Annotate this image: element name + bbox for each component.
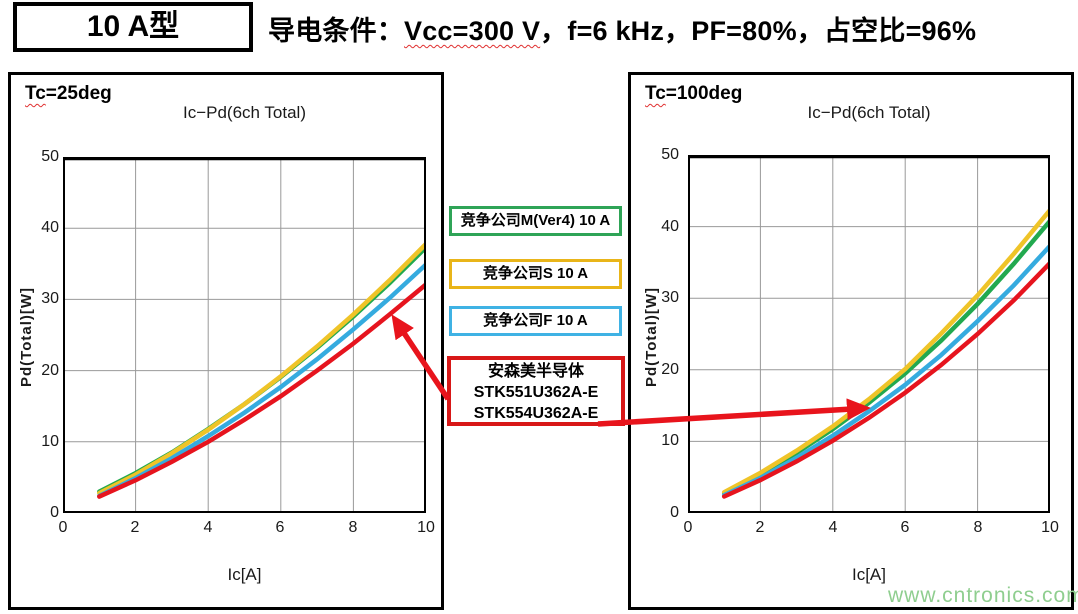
x-tick-label: 4 [828,519,838,536]
x-tick-label: 2 [755,519,765,536]
y-axis-label-right: Pd(Total)[W] [643,286,660,388]
x-tick-label: 4 [203,519,213,536]
y-tick-label: 0 [50,504,59,521]
y-tick-label: 30 [661,289,679,306]
y-tick-label: 10 [41,433,59,450]
tc100-label-rest: =100deg [665,83,743,104]
tc100-label: Tc=100deg [645,83,742,105]
device-type-label: 10 A型 [86,10,180,43]
x-tick-label: 2 [130,519,140,536]
x-tick-label: 0 [683,519,693,536]
plot-area-tc100 [688,155,1050,513]
chart-title-left: Ic−Pd(6ch Total) [182,103,306,122]
plot-area-tc25 [63,157,426,513]
x-tick-label: 6 [275,519,285,536]
y-tick-label: 50 [661,146,679,163]
y-axis-label-left: Pd(Total)[W] [18,286,35,388]
y-tick-label: 40 [41,219,59,236]
legend-competitor-m: 竞争公司M(Ver4) 10 A [449,206,622,236]
x-tick-label: 8 [348,519,358,536]
legend-onsemi: 安森美半导体 STK551U362A-E STK554U362A-E [447,356,625,426]
chart-panel-tc25: Tc=25deg Ic−Pd(6ch Total) Pd(Total)[W] 5… [8,72,444,610]
legend-onsemi-part2: STK554U362A-E [473,405,599,422]
tc25-label-rest: =25deg [45,83,112,104]
x-tick-label: 8 [973,519,983,536]
condition-rest: ，f=6 kHz，PF=80%，占空比=96% [540,16,977,46]
chart-title-right: Ic−Pd(6ch Total) [807,103,931,122]
condition-prefix: 导电条件： [268,16,404,46]
legend-competitor-m-label: 竞争公司M(Ver4) 10 A [460,212,611,229]
y-tick-label: 0 [670,504,679,521]
x-tick-label: 10 [417,519,435,536]
x-tick-label: 6 [900,519,910,536]
y-tick-label: 30 [41,290,59,307]
tc25-label: Tc=25deg [25,83,112,105]
legend-onsemi-name: 安森美半导体 [487,363,584,380]
conduction-conditions: 导电条件：Vcc=300 V，f=6 kHz，PF=80%，占空比=96% [268,9,976,48]
y-tick-label: 10 [661,432,679,449]
legend-competitor-s-label: 竞争公司S 10 A [482,265,589,282]
y-tick-label: 40 [661,218,679,235]
x-tick-label: 10 [1041,519,1059,536]
legend-onsemi-part1: STK551U362A-E [473,384,599,401]
condition-vcc: Vcc=300 V [404,16,541,46]
legend-competitor-s: 竞争公司S 10 A [449,259,622,289]
tc25-label-tc: Tc [25,83,46,104]
tc100-label-tc: Tc [645,83,666,104]
y-tick-label: 20 [661,361,679,378]
device-type-box: 10 A型 [13,2,253,52]
y-tick-label: 20 [41,362,59,379]
x-axis-label-left: Ic[A] [227,565,262,584]
watermark: www.cntronics.com [888,584,1078,607]
x-tick-label: 0 [58,519,68,536]
chart-panel-tc100: Tc=100deg Ic−Pd(6ch Total) Pd(Total)[W] … [628,72,1074,610]
y-tick-label: 50 [41,148,59,165]
legend-competitor-f-label: 竞争公司F 10 A [483,312,588,329]
x-axis-label-right: Ic[A] [851,565,886,584]
legend-competitor-f: 竞争公司F 10 A [449,306,622,336]
